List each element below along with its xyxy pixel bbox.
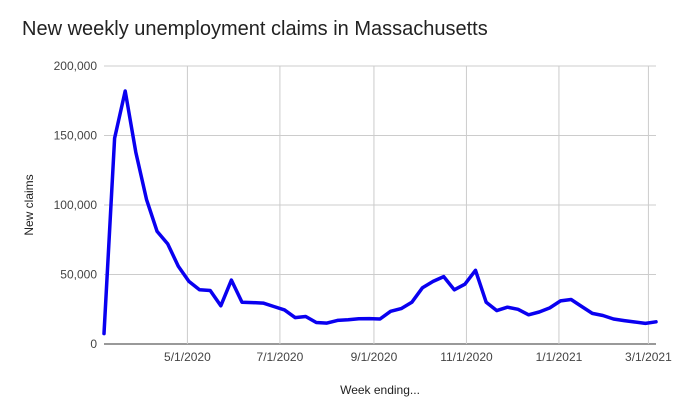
y-axis-ticks: 0 50,000 100,000 150,000 200,000	[54, 59, 98, 351]
x-axis-ticks: 5/1/2020 7/1/2020 9/1/2020 11/1/2020 1/1/202…	[164, 350, 672, 364]
data-point	[187, 280, 191, 283]
data-point	[347, 318, 350, 321]
data-point	[134, 151, 137, 154]
data-point	[325, 321, 329, 325]
gridlines	[104, 65, 656, 345]
x-tick-label: 1/1/2021	[536, 350, 583, 364]
series-line	[102, 89, 658, 336]
data-point	[431, 280, 435, 283]
data-point	[102, 332, 106, 335]
data-point	[569, 298, 573, 301]
data-point	[389, 310, 392, 313]
data-point	[262, 301, 265, 305]
data-point	[124, 89, 127, 93]
x-tick-label: 11/1/2020	[440, 350, 493, 364]
x-tick-label: 3/1/2021	[625, 350, 672, 364]
data-point	[177, 265, 180, 268]
data-point	[198, 288, 201, 291]
data-point	[145, 198, 148, 201]
y-tick-label: 0	[90, 337, 97, 351]
y-tick-label: 100,000	[54, 198, 98, 212]
y-tick-label: 50,000	[60, 268, 97, 282]
data-point	[230, 278, 233, 282]
data-point	[219, 304, 222, 307]
data-point	[601, 314, 605, 317]
x-tick-label: 5/1/2020	[164, 350, 211, 364]
data-point	[538, 310, 541, 314]
data-point	[485, 301, 488, 304]
data-point	[113, 137, 116, 140]
data-point	[251, 301, 254, 304]
data-point	[240, 301, 244, 304]
data-point	[453, 288, 456, 291]
y-tick-label: 150,000	[54, 129, 98, 143]
data-point	[623, 319, 626, 322]
data-point	[463, 283, 467, 286]
data-point	[591, 312, 594, 315]
data-point	[633, 320, 636, 324]
data-point	[421, 286, 424, 289]
data-point	[272, 305, 275, 308]
data-point	[442, 275, 445, 278]
data-point	[527, 313, 530, 316]
data-point	[612, 317, 615, 321]
data-point	[357, 317, 360, 320]
y-axis-title: New claims	[22, 174, 36, 235]
y-tick-label: 200,000	[54, 59, 98, 73]
x-tick-label: 7/1/2020	[257, 350, 304, 364]
data-point	[336, 319, 339, 322]
data-point	[304, 315, 307, 318]
data-point	[400, 307, 403, 310]
data-point	[548, 306, 551, 310]
data-point	[580, 305, 583, 308]
data-point	[644, 322, 647, 325]
data-point	[474, 269, 477, 272]
data-point	[293, 316, 297, 319]
x-axis-title: Week ending...	[340, 383, 420, 397]
data-point	[283, 308, 286, 312]
data-point	[315, 321, 318, 324]
data-point	[378, 317, 382, 321]
data-point	[368, 317, 371, 320]
data-point	[516, 308, 520, 311]
data-point	[166, 242, 169, 246]
x-tick-label: 9/1/2020	[351, 350, 398, 364]
data-point	[654, 320, 658, 323]
data-point	[495, 309, 498, 312]
series-group	[102, 89, 658, 336]
data-point	[155, 230, 159, 233]
data-point	[559, 299, 562, 303]
data-point	[209, 289, 212, 292]
data-point	[506, 306, 509, 309]
data-point	[410, 301, 413, 304]
chart-title: New weekly unemployment claims in Massac…	[22, 18, 488, 40]
